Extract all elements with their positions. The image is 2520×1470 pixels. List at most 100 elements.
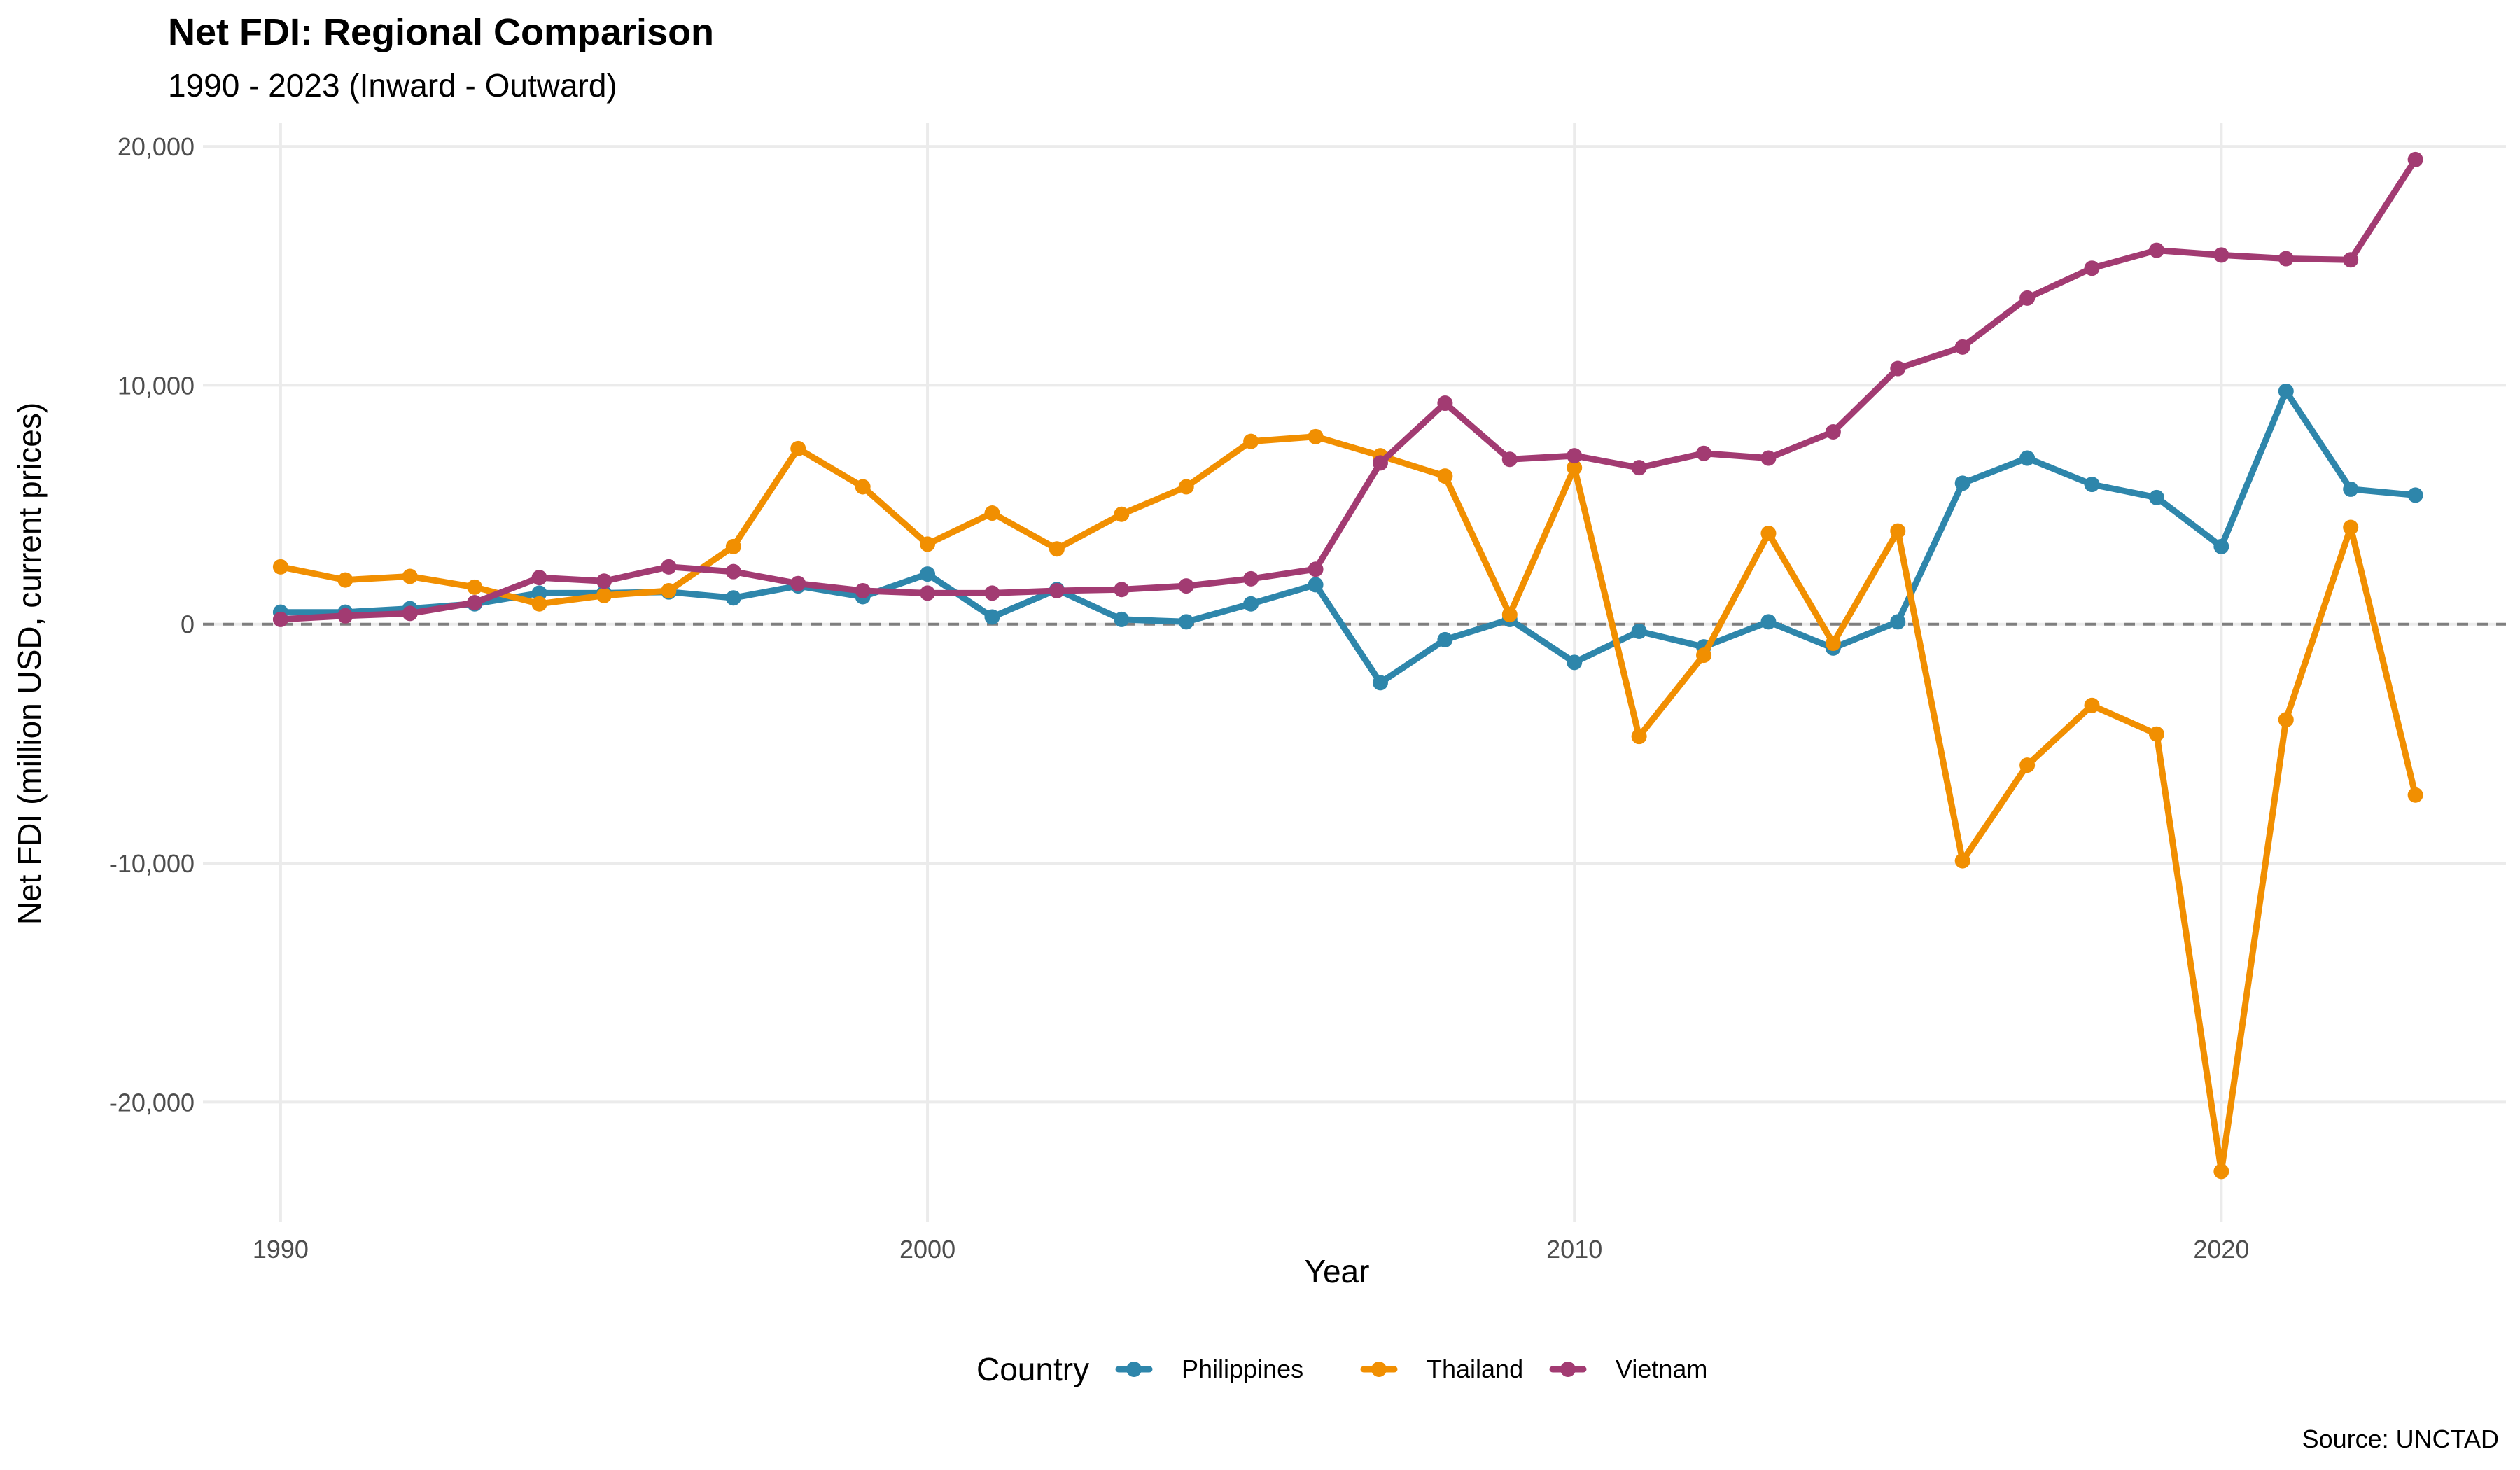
x-tick-label: 2010 xyxy=(1546,1235,1602,1264)
legend-item-thailand: Thailand xyxy=(1360,1354,1523,1383)
data-point-thailand xyxy=(1631,729,1647,745)
data-point-philippines xyxy=(1631,623,1647,639)
chart-title: Net FDI: Regional Comparison xyxy=(168,11,714,53)
legend-key-point xyxy=(1126,1362,1142,1377)
data-point-vietnam xyxy=(1567,448,1583,464)
data-point-philippines xyxy=(2148,489,2164,505)
data-point-vietnam xyxy=(1243,570,1259,587)
data-point-vietnam xyxy=(272,611,288,627)
data-point-thailand xyxy=(2148,726,2164,742)
data-point-vietnam xyxy=(661,559,677,575)
data-point-vietnam xyxy=(2148,242,2164,258)
data-point-vietnam xyxy=(984,585,1000,601)
data-point-thailand xyxy=(1696,648,1712,664)
data-point-philippines xyxy=(2278,383,2294,399)
data-point-philippines xyxy=(1178,614,1194,630)
data-point-vietnam xyxy=(790,575,806,592)
data-point-thailand xyxy=(2213,1163,2230,1180)
data-point-thailand xyxy=(2343,519,2359,536)
x-axis-title: Year xyxy=(1305,1253,1370,1289)
x-tick-labels: 1990 2000 2010 2020 xyxy=(253,1235,2250,1264)
data-point-vietnam xyxy=(1825,424,1841,440)
legend-label: Vietnam xyxy=(1616,1354,1707,1383)
data-point-thailand xyxy=(661,582,677,598)
data-point-vietnam xyxy=(2407,151,2423,167)
grid-lines xyxy=(203,122,2506,1222)
legend-label: Philippines xyxy=(1182,1354,1303,1383)
x-tick-label: 2020 xyxy=(2193,1235,2249,1264)
data-point-thailand xyxy=(272,559,288,575)
data-point-vietnam xyxy=(1178,578,1194,594)
data-point-vietnam xyxy=(2084,260,2100,276)
data-point-thailand xyxy=(1760,526,1777,542)
data-point-vietnam xyxy=(2343,252,2359,268)
data-point-vietnam xyxy=(1954,339,1970,355)
data-point-vietnam xyxy=(337,608,354,624)
legend-items: Philippines Thailand Vietnam xyxy=(1115,1354,1707,1383)
data-point-vietnam xyxy=(2213,247,2230,263)
legend-title: Country xyxy=(976,1351,1089,1387)
data-point-thailand xyxy=(725,538,741,554)
series-layer xyxy=(272,151,2423,1180)
data-point-vietnam xyxy=(1049,582,1065,598)
data-point-vietnam xyxy=(1114,582,1130,598)
data-point-vietnam xyxy=(1308,561,1324,578)
data-point-thailand xyxy=(2084,697,2100,713)
data-point-vietnam xyxy=(467,595,483,611)
series-line-vietnam xyxy=(277,156,2419,623)
data-point-philippines xyxy=(984,609,1000,625)
legend-item-philippines: Philippines xyxy=(1115,1354,1303,1383)
data-point-philippines xyxy=(2343,481,2359,497)
data-point-philippines xyxy=(1890,614,1906,630)
data-point-vietnam xyxy=(2019,290,2036,306)
series-thailand xyxy=(272,428,2423,1180)
data-point-philippines xyxy=(1308,577,1324,593)
legend-key-point xyxy=(1560,1362,1576,1377)
data-point-philippines xyxy=(2407,487,2423,503)
legend-item-vietnam: Vietnam xyxy=(1549,1354,1707,1383)
data-point-thailand xyxy=(337,572,354,588)
data-point-vietnam xyxy=(1372,455,1388,471)
data-point-vietnam xyxy=(1631,460,1647,476)
data-point-philippines xyxy=(1372,675,1388,691)
data-point-thailand xyxy=(402,568,418,584)
data-point-thailand xyxy=(2407,787,2423,803)
data-point-thailand xyxy=(467,579,483,595)
data-point-vietnam xyxy=(855,582,871,598)
data-point-thailand xyxy=(1308,428,1324,444)
data-point-thailand xyxy=(790,440,806,456)
data-point-philippines xyxy=(1954,475,1970,491)
data-point-vietnam xyxy=(2278,251,2294,267)
data-point-thailand xyxy=(1567,460,1583,476)
data-point-vietnam xyxy=(1890,360,1906,377)
data-point-thailand xyxy=(1049,541,1065,557)
data-point-vietnam xyxy=(1760,450,1777,466)
data-point-vietnam xyxy=(596,573,612,589)
data-point-vietnam xyxy=(1502,451,1518,468)
data-point-vietnam xyxy=(1696,445,1712,461)
series-vietnam xyxy=(272,151,2423,627)
data-point-philippines xyxy=(1114,611,1130,627)
data-point-thailand xyxy=(1243,433,1259,449)
data-point-thailand xyxy=(1825,636,1841,652)
data-point-thailand xyxy=(596,587,612,603)
data-point-philippines xyxy=(531,585,547,601)
data-point-vietnam xyxy=(725,564,741,580)
legend-label: Thailand xyxy=(1427,1354,1523,1383)
data-point-thailand xyxy=(2278,712,2294,728)
y-tick-label: 20,000 xyxy=(118,132,195,161)
data-point-vietnam xyxy=(531,570,547,586)
legend-key-point xyxy=(1371,1362,1387,1377)
data-point-philippines xyxy=(1243,596,1259,612)
x-tick-label: 1990 xyxy=(253,1235,309,1264)
data-point-thailand xyxy=(984,505,1000,522)
y-tick-label: -10,000 xyxy=(109,849,195,878)
data-point-thailand xyxy=(2019,757,2036,774)
data-point-thailand xyxy=(531,596,547,612)
data-point-thailand xyxy=(1890,523,1906,539)
data-point-philippines xyxy=(2019,450,2036,466)
y-tick-labels: -20,000 -10,000 0 10,000 20,000 xyxy=(109,132,195,1116)
data-point-vietnam xyxy=(1437,396,1453,412)
